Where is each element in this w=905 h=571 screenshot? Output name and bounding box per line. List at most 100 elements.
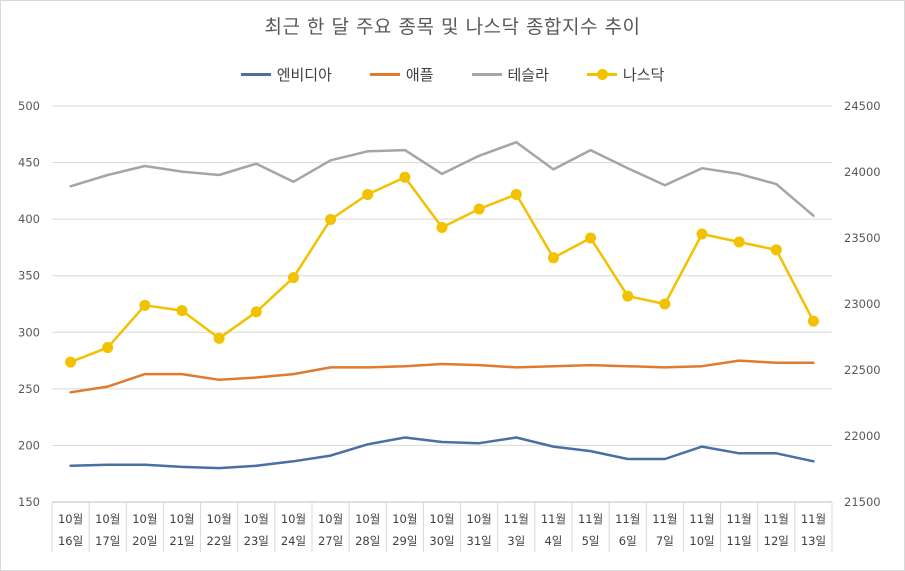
x-tick-label-month: 11월 xyxy=(652,512,677,526)
x-tick-label-day: 31일 xyxy=(467,534,492,548)
data-point-3 xyxy=(696,228,708,240)
x-tick-label-month: 10월 xyxy=(132,512,157,526)
x-tick-label-day: 29일 xyxy=(392,534,417,548)
y-left-tick-label: 400 xyxy=(18,212,40,226)
data-point-3 xyxy=(250,306,262,318)
data-point-3 xyxy=(436,221,448,233)
x-tick-label-day: 30일 xyxy=(429,534,454,548)
x-tick-label-day: 23일 xyxy=(244,534,269,548)
y-left-tick-label: 200 xyxy=(18,438,40,452)
x-tick-label-day: 24일 xyxy=(281,534,306,548)
x-tick-label-month: 11월 xyxy=(727,512,752,526)
legend-swatch-apple xyxy=(369,73,400,76)
legend-swatch-tesla xyxy=(471,73,502,76)
x-tick-label-month: 10월 xyxy=(281,512,306,526)
x-tick-label-month: 10월 xyxy=(467,512,492,526)
x-tick-label-month: 11월 xyxy=(689,512,714,526)
x-tick-label-day: 17일 xyxy=(95,534,120,548)
data-point-3 xyxy=(399,171,411,183)
legend-label-nvidia: 엔비디아 xyxy=(276,66,332,84)
y-left-tick-label: 450 xyxy=(18,156,40,170)
x-tick-label-month: 11월 xyxy=(764,512,789,526)
data-point-3 xyxy=(325,214,337,226)
x-tick-label-month: 10월 xyxy=(95,512,120,526)
x-tick-label-month: 11월 xyxy=(504,512,529,526)
x-tick-label-day: 11일 xyxy=(727,534,752,548)
x-tick-label-month: 10월 xyxy=(355,512,380,526)
x-tick-label-day: 5일 xyxy=(582,534,600,548)
y-left-tick-label: 500 xyxy=(18,99,40,113)
x-tick-label-month: 10월 xyxy=(169,512,194,526)
x-tick-label-month: 10월 xyxy=(207,512,232,526)
y-right-tick-label: 22000 xyxy=(844,429,881,443)
y-left-tick-label: 350 xyxy=(18,269,40,283)
x-tick-label-day: 16일 xyxy=(58,534,83,548)
legend-label-tesla: 테슬라 xyxy=(507,66,549,84)
data-point-3 xyxy=(733,236,745,248)
x-tick-label-month: 10월 xyxy=(429,512,454,526)
y-axis-right: 21500 22000 22500 23000 23500 24000 24500 xyxy=(844,99,881,509)
y-right-tick-label: 22500 xyxy=(844,363,881,377)
data-point-3 xyxy=(510,188,522,200)
x-tick-label-day: 6일 xyxy=(619,534,637,548)
data-point-3 xyxy=(362,188,374,200)
data-point-3 xyxy=(213,332,225,344)
chart-legend: 엔비디아 애플 테슬라 나스닥 xyxy=(0,64,905,85)
x-axis: 10월 16일 10월 17일 10월 20일 10월 21일 10월 22일 10월 23일 10월 2… xyxy=(51,501,833,552)
legend-item-nasdaq: 나스닥 xyxy=(586,64,665,85)
legend-dot-nasdaq xyxy=(596,69,608,80)
y-right-tick-label: 24000 xyxy=(844,165,881,179)
y-left-tick-label: 300 xyxy=(18,325,40,339)
legend-swatch-nvidia xyxy=(240,73,271,76)
x-tick-label-day: 7일 xyxy=(656,534,674,548)
data-point-3 xyxy=(770,244,782,256)
x-tick-label-day: 21일 xyxy=(169,534,194,548)
y-left-tick-label: 250 xyxy=(18,382,40,396)
chart-title: 최근 한 달 주요 종목 및 나스닥 종합지수 추이 xyxy=(264,16,641,38)
data-point-3 xyxy=(176,305,188,317)
x-tick-label-day: 22일 xyxy=(207,534,232,548)
y-left-tick-label: 150 xyxy=(18,495,40,509)
data-point-3 xyxy=(622,290,634,302)
legend-item-apple: 애플 xyxy=(369,64,434,85)
series-line-0 xyxy=(69,436,815,470)
legend-label-apple: 애플 xyxy=(405,66,434,84)
legend-label-nasdaq: 나스닥 xyxy=(622,66,665,84)
x-tick-label-month: 11월 xyxy=(615,512,640,526)
y-right-tick-label: 24500 xyxy=(844,99,881,113)
data-point-3 xyxy=(807,315,819,327)
x-tick-label-day: 3일 xyxy=(507,534,525,548)
x-tick-label-month: 10월 xyxy=(318,512,343,526)
data-point-3 xyxy=(65,356,77,368)
series-lines xyxy=(65,140,819,470)
series-line-3 xyxy=(69,176,815,364)
x-tick-label-month: 10월 xyxy=(244,512,269,526)
data-point-3 xyxy=(287,272,299,284)
series-line-2 xyxy=(69,140,815,217)
y-right-tick-label: 21500 xyxy=(844,495,881,509)
y-right-tick-label: 23000 xyxy=(844,297,881,311)
y-right-tick-label: 23500 xyxy=(844,231,881,245)
x-tick-label-day: 28일 xyxy=(355,534,380,548)
x-tick-label-day: 13일 xyxy=(801,534,826,548)
legend-swatch-nasdaq xyxy=(586,69,617,80)
data-point-3 xyxy=(547,252,559,264)
data-point-3 xyxy=(659,298,671,310)
x-tick-label-day: 27일 xyxy=(318,534,343,548)
data-point-3 xyxy=(102,342,114,354)
x-tick-label-day: 4일 xyxy=(544,534,562,548)
data-point-3 xyxy=(585,232,597,244)
legend-item-nvidia: 엔비디아 xyxy=(240,64,332,85)
x-tick-label-month: 11월 xyxy=(541,512,566,526)
x-tick-label-month: 10월 xyxy=(392,512,417,526)
legend-item-tesla: 테슬라 xyxy=(471,64,549,85)
series-line-1 xyxy=(69,359,815,394)
x-tick-label-day: 10일 xyxy=(689,534,714,548)
y-axis-left: 150 200 250 300 350 400 450 500 xyxy=(18,99,40,509)
x-tick-label-day: 20일 xyxy=(132,534,157,548)
x-tick-label-month: 11월 xyxy=(578,512,603,526)
data-point-3 xyxy=(139,299,151,311)
data-point-3 xyxy=(473,203,485,215)
